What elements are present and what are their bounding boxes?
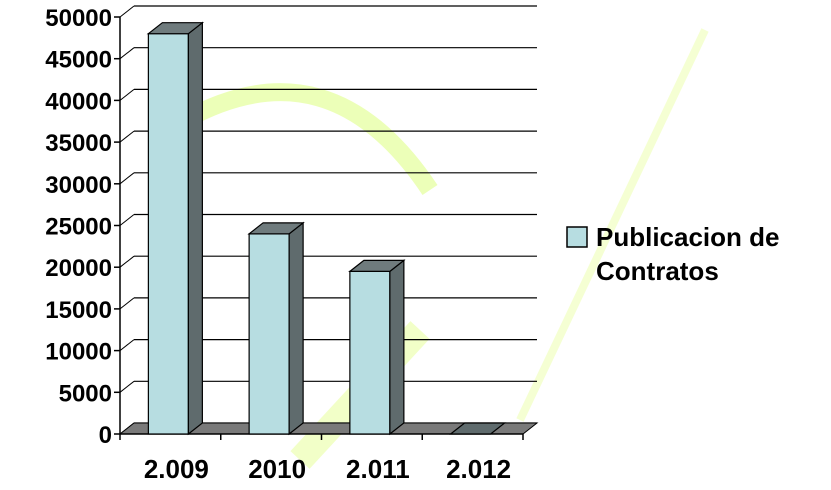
- gridline-diagonal: [119, 297, 135, 310]
- y-tick-label: 30000: [45, 172, 112, 199]
- x-tick-label: 2.011: [346, 454, 410, 484]
- bar-side: [187, 21, 203, 436]
- y-tick-label: 40000: [45, 88, 112, 115]
- y-tick-label: 35000: [45, 130, 112, 157]
- gridline-diagonal: [119, 89, 135, 101]
- gridline-diagonal: [119, 5, 135, 18]
- legend: Publicacion de Contratos: [566, 222, 780, 286]
- bar-top: [348, 259, 406, 272]
- bar-side: [389, 259, 405, 436]
- legend-label: Publicacion de: [596, 222, 780, 252]
- x-tick-label: 2.012: [446, 454, 511, 484]
- x-tick-label: 2.009: [144, 454, 209, 484]
- y-tick-label: 5000: [59, 380, 112, 407]
- gridline-diagonal: [119, 339, 135, 351]
- legend-label: Contratos: [596, 256, 719, 286]
- y-tick-label: 20000: [45, 255, 112, 282]
- x-tick-label: 2010: [248, 454, 306, 484]
- x-axis-ticks: 2.009 2010 2.011 2.012: [119, 434, 524, 484]
- bar-front: [349, 270, 391, 435]
- bar-side: [288, 221, 304, 436]
- y-tick-label: 45000: [45, 47, 112, 74]
- bar-front: [147, 33, 189, 435]
- bar-zero: [448, 422, 507, 435]
- y-tick-label: 15000: [45, 297, 112, 324]
- gridline-diagonal: [119, 255, 135, 268]
- bars: [146, 21, 507, 436]
- y-tick-label: 25000: [45, 214, 112, 241]
- gridline-diagonal: [119, 214, 135, 226]
- gridline-diagonal: [119, 130, 135, 143]
- bar-front: [248, 233, 290, 435]
- y-tick-label: 0: [99, 422, 112, 449]
- bar-top: [146, 22, 205, 35]
- gridline-diagonal: [119, 47, 135, 60]
- y-tick-label: 50000: [45, 5, 112, 32]
- gridline-diagonal: [119, 380, 135, 393]
- y-tick-label: 10000: [45, 339, 112, 366]
- legend-swatch: [566, 226, 588, 248]
- bar-top: [247, 222, 305, 235]
- y-axis-ticks: 0 5000 10000 15000 20000 25000 30000 35000 40000…: [45, 5, 112, 449]
- gridline-diagonal: [119, 172, 135, 185]
